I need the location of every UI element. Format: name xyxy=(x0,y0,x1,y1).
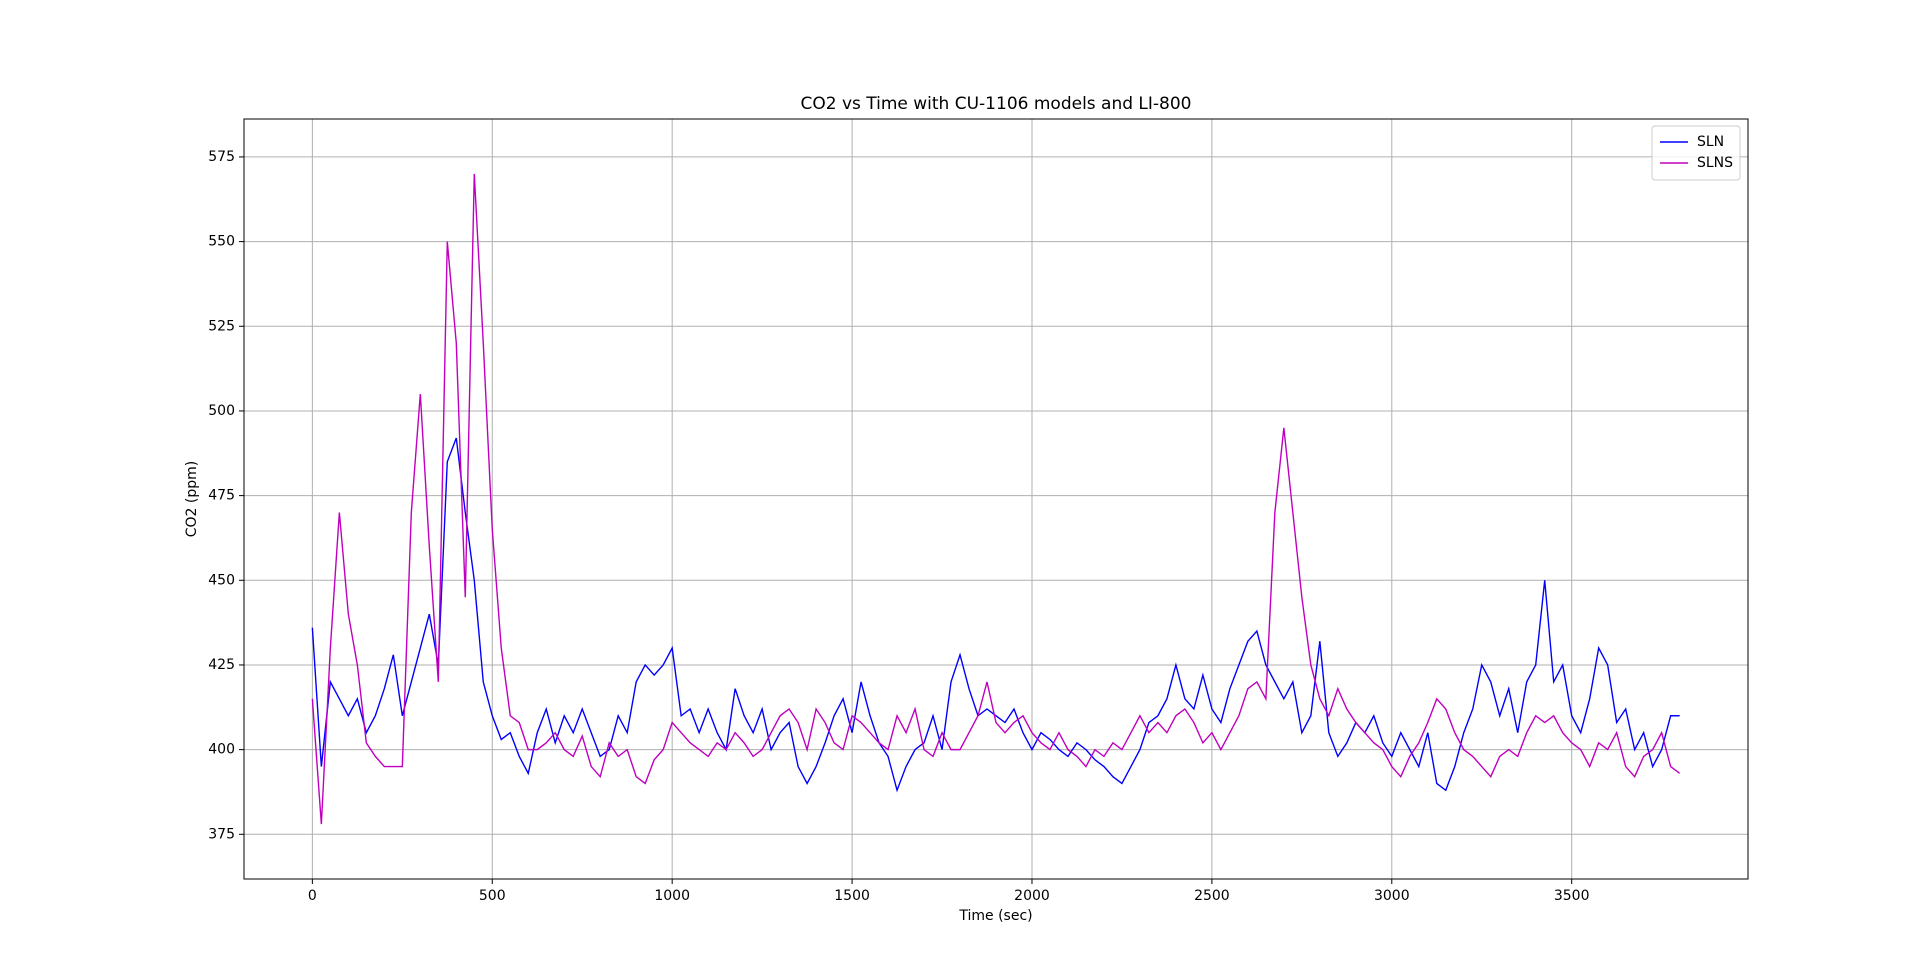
data-line xyxy=(311,173,1681,825)
x-tick-label: 2500 xyxy=(1194,888,1230,904)
y-tick-label: 450 xyxy=(208,572,235,588)
x-tick-label: 1500 xyxy=(834,888,870,904)
y-tick-label: 375 xyxy=(208,826,235,842)
legend: SLN SLNS xyxy=(1651,125,1741,181)
y-tick-label: 500 xyxy=(208,403,235,419)
chart-title: CO2 vs Time with CU-1106 models and LI-8… xyxy=(800,94,1191,114)
y-tick-label: 475 xyxy=(208,488,235,504)
x-tick-label: 500 xyxy=(479,888,506,904)
y-tick-label: 400 xyxy=(208,742,235,758)
y-tick-label: 575 xyxy=(208,149,235,165)
x-axis-label: Time (sec) xyxy=(958,908,1032,924)
y-axis-label: CO2 (ppm) xyxy=(184,461,200,538)
x-tick-label: 2000 xyxy=(1014,888,1050,904)
legend-label: SLN xyxy=(1697,134,1724,150)
x-tick-label: 3500 xyxy=(1554,888,1590,904)
x-tick-label: 1000 xyxy=(654,888,690,904)
x-tick-label: 0 xyxy=(308,888,317,904)
y-tick-label: 425 xyxy=(208,657,235,673)
legend-box xyxy=(1651,125,1741,181)
y-tick-label: 550 xyxy=(208,234,235,250)
data-line xyxy=(311,437,1680,793)
plot-frame xyxy=(243,118,1749,880)
x-tick-label: 3000 xyxy=(1374,888,1410,904)
y-tick-label: 525 xyxy=(208,318,235,334)
legend-label: SLNS xyxy=(1697,155,1733,171)
